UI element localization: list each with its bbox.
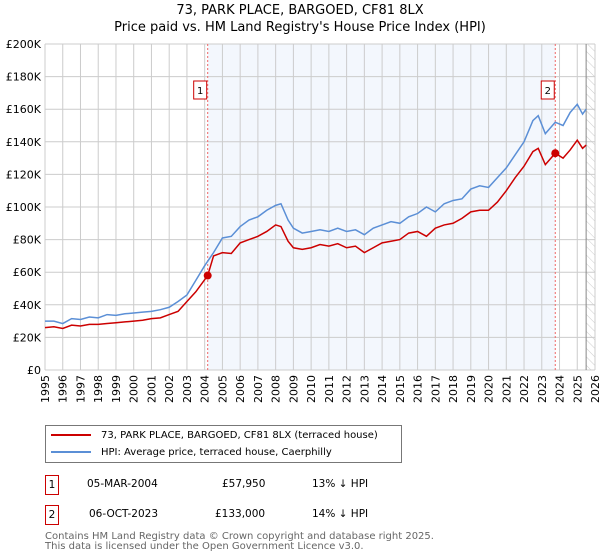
legend-line-red xyxy=(51,434,91,436)
x-tick-label: 2006 xyxy=(234,375,247,403)
price-chart: 1995 1996 1997 1998 1999 2000 2001 2002 2003 2004… xyxy=(6,38,600,403)
price-paid-line xyxy=(44,138,587,330)
transaction-date: 06-OCT-2023 xyxy=(89,508,158,520)
legend-label: HPI: Average price, terraced house, Caer… xyxy=(101,446,332,458)
x-tick-label: 1998 xyxy=(92,375,105,403)
x-tick-label: 2024 xyxy=(554,375,567,403)
transaction-row: 2 06-OCT-2023 £133,000 14% ↓ HPI xyxy=(45,505,445,525)
x-tick-label: 2021 xyxy=(500,375,513,403)
x-tick-label: 2009 xyxy=(287,375,300,403)
transaction-hpi-diff: 13% ↓ HPI xyxy=(312,478,369,490)
legend: 73, PARK PLACE, BARGOED, CF81 8LX (terra… xyxy=(45,425,402,463)
x-tick-label: 2020 xyxy=(483,375,496,403)
marker-label: 1 xyxy=(197,86,203,97)
x-tick-label: 2008 xyxy=(270,375,283,403)
legend-item-property: 73, PARK PLACE, BARGOED, CF81 8LX (terra… xyxy=(51,427,378,443)
sale-point xyxy=(203,271,212,280)
marker-box xyxy=(540,80,555,100)
chart-subtitle: Price paid vs. HM Land Registry's House … xyxy=(114,20,486,35)
x-tick-label: 2005 xyxy=(216,375,229,403)
y-tick-label: £160K xyxy=(6,103,42,116)
x-tick-label: 2001 xyxy=(145,375,158,403)
x-tick-label: 1999 xyxy=(110,375,123,403)
x-tick-label: 1997 xyxy=(74,375,87,403)
y-tick-label: £180K xyxy=(6,71,42,84)
x-tick-label: 2022 xyxy=(518,375,531,403)
hpi-line xyxy=(45,103,587,325)
x-tick-label: 2007 xyxy=(252,375,265,403)
transaction-marker: 1 xyxy=(45,475,59,495)
transaction-price: £133,000 xyxy=(215,508,266,520)
y-tick-label: £140K xyxy=(6,136,42,149)
transaction-hpi-diff: 14% ↓ HPI xyxy=(312,508,369,520)
x-tick-label: 2002 xyxy=(163,375,176,403)
transaction-date: 05-MAR-2004 xyxy=(87,478,158,490)
footer-line: This data is licensed under the Open Gov… xyxy=(45,541,364,552)
x-tick-label: 2025 xyxy=(571,375,584,403)
x-tick-label: 1996 xyxy=(57,375,70,403)
x-tick-label: 2023 xyxy=(536,375,549,403)
x-tick-label: 2018 xyxy=(447,375,460,403)
marker-label: 2 xyxy=(545,86,551,97)
y-tick-label: £20K xyxy=(13,331,42,344)
transaction-row: 1 05-MAR-2004 £57,950 13% ↓ HPI xyxy=(45,475,445,495)
y-tick-label: £100K xyxy=(6,201,42,214)
y-tick-label: £40K xyxy=(13,299,42,312)
marker-box xyxy=(193,80,208,100)
transaction-price: £57,950 xyxy=(222,478,266,490)
y-tick-label: £80K xyxy=(13,234,42,247)
legend-label: 73, PARK PLACE, BARGOED, CF81 8LX (terra… xyxy=(101,429,378,441)
x-tick-label: 2017 xyxy=(429,375,442,403)
sale-point xyxy=(551,149,560,158)
x-tick-label: 2003 xyxy=(181,375,194,403)
x-tick-label: 2015 xyxy=(394,375,407,403)
transaction-marker: 2 xyxy=(45,505,59,525)
x-tick-label: 2013 xyxy=(358,375,371,403)
x-tick-label: 2026 xyxy=(589,375,600,403)
chart-title: 73, PARK PLACE, BARGOED, CF81 8LX xyxy=(176,3,424,18)
footer: Contains HM Land Registry data © Crown c… xyxy=(45,532,434,552)
y-tick-label: £60K xyxy=(13,266,42,279)
legend-line-blue xyxy=(51,451,91,453)
x-tick-label: 2016 xyxy=(412,375,425,403)
y-tick-label: £200K xyxy=(6,38,42,51)
x-tick-label: 2011 xyxy=(323,375,336,403)
x-tick-label: 2014 xyxy=(376,375,389,403)
footer-line: Contains HM Land Registry data © Crown c… xyxy=(45,531,434,542)
y-tick-label: £120K xyxy=(6,168,42,181)
x-tick-label: 2012 xyxy=(341,375,354,403)
legend-item-hpi: HPI: Average price, terraced house, Caer… xyxy=(51,444,332,460)
x-tick-label: 1995 xyxy=(39,375,52,403)
x-tick-label: 2004 xyxy=(199,375,212,403)
x-tick-label: 2000 xyxy=(128,375,141,403)
x-tick-label: 2019 xyxy=(465,375,478,403)
x-tick-label: 2010 xyxy=(305,375,318,403)
y-tick-label: £0 xyxy=(27,364,41,377)
